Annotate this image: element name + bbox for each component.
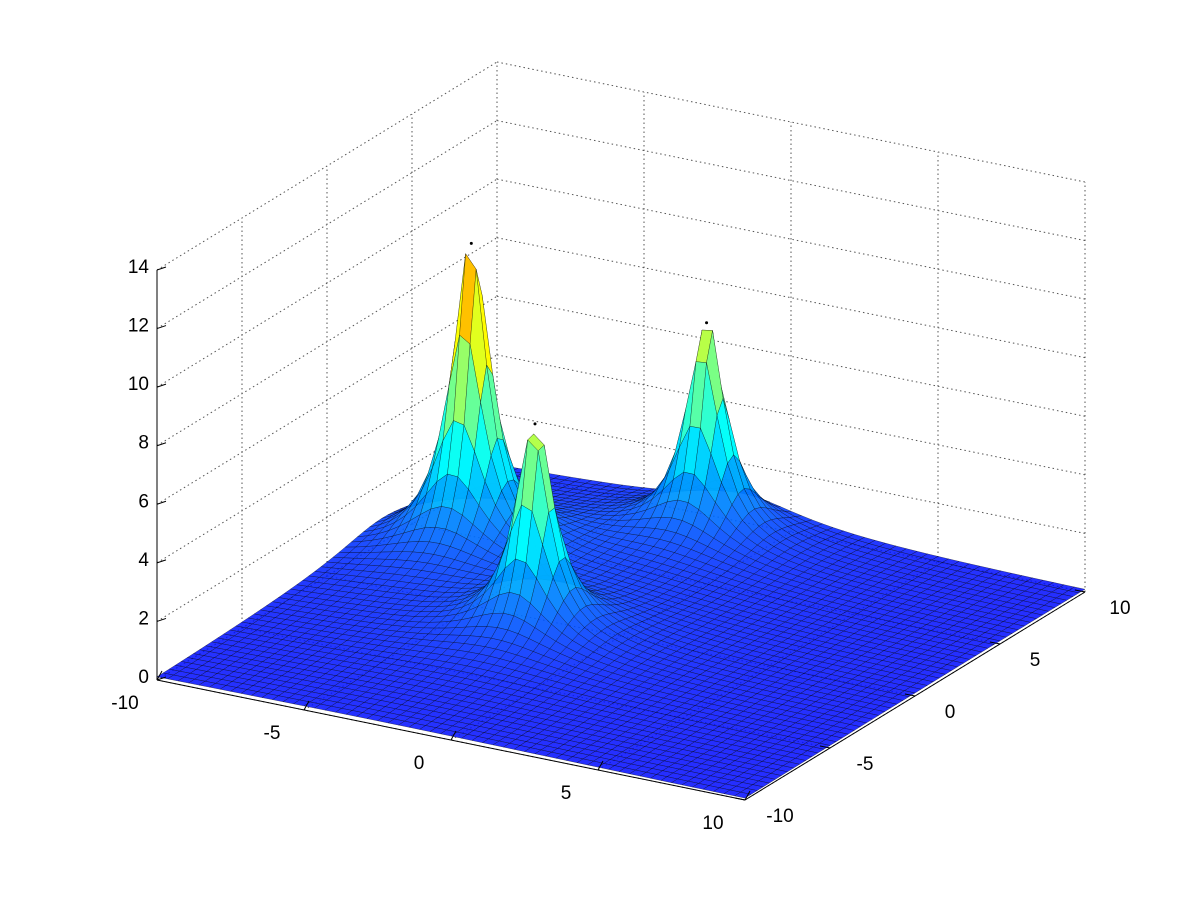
y-tick-label: -10	[766, 806, 793, 827]
y-tick-label: -5	[857, 754, 874, 775]
z-tick-label: 6	[138, 491, 149, 512]
tick-mark	[734, 797, 746, 801]
z-tick-label: 10	[128, 374, 149, 395]
tick-mark	[1074, 589, 1086, 593]
tick-mark	[156, 325, 167, 330]
peak	[533, 422, 537, 426]
z-tick-label: 14	[128, 257, 150, 278]
tick-mark	[989, 641, 1001, 645]
surface	[156, 253, 1086, 799]
grid-line	[496, 237, 1086, 359]
x-tick-label: 10	[702, 813, 723, 834]
tick-mark	[156, 676, 167, 681]
y-tick-label: 0	[945, 702, 956, 723]
tick-mark	[904, 693, 916, 697]
tick-mark	[156, 266, 167, 271]
grid-line	[496, 61, 1086, 183]
z-tick-label: 8	[138, 433, 149, 454]
z-tick-label: 12	[128, 316, 149, 337]
tick-mark	[156, 442, 167, 447]
grid-line	[496, 354, 1086, 476]
x-tick-label: -5	[264, 723, 281, 744]
z-tick-label: 2	[138, 608, 149, 629]
peak	[469, 241, 473, 245]
tick-mark	[156, 500, 167, 505]
tick-mark	[303, 700, 310, 711]
grid-line	[496, 295, 1086, 417]
x-tick-label: -10	[111, 693, 138, 714]
tick-mark	[156, 559, 167, 564]
tick-mark	[156, 383, 167, 388]
y-tick-label: 10	[1109, 598, 1130, 619]
grid-line	[496, 412, 1086, 534]
grid-line	[496, 178, 1086, 300]
grid-line	[496, 120, 1086, 242]
z-tick-label: 0	[138, 667, 149, 688]
x-tick-label: 5	[561, 783, 572, 804]
tick-mark	[597, 760, 604, 771]
tick-mark	[156, 617, 167, 622]
peak	[705, 321, 709, 325]
z-tick-label: 4	[138, 550, 149, 571]
tick-mark	[156, 670, 163, 681]
x-tick-label: 0	[414, 753, 425, 774]
y-tick-label: 5	[1030, 650, 1041, 671]
tick-mark	[450, 730, 457, 741]
tick-mark	[819, 745, 831, 749]
tick-mark	[744, 790, 751, 801]
